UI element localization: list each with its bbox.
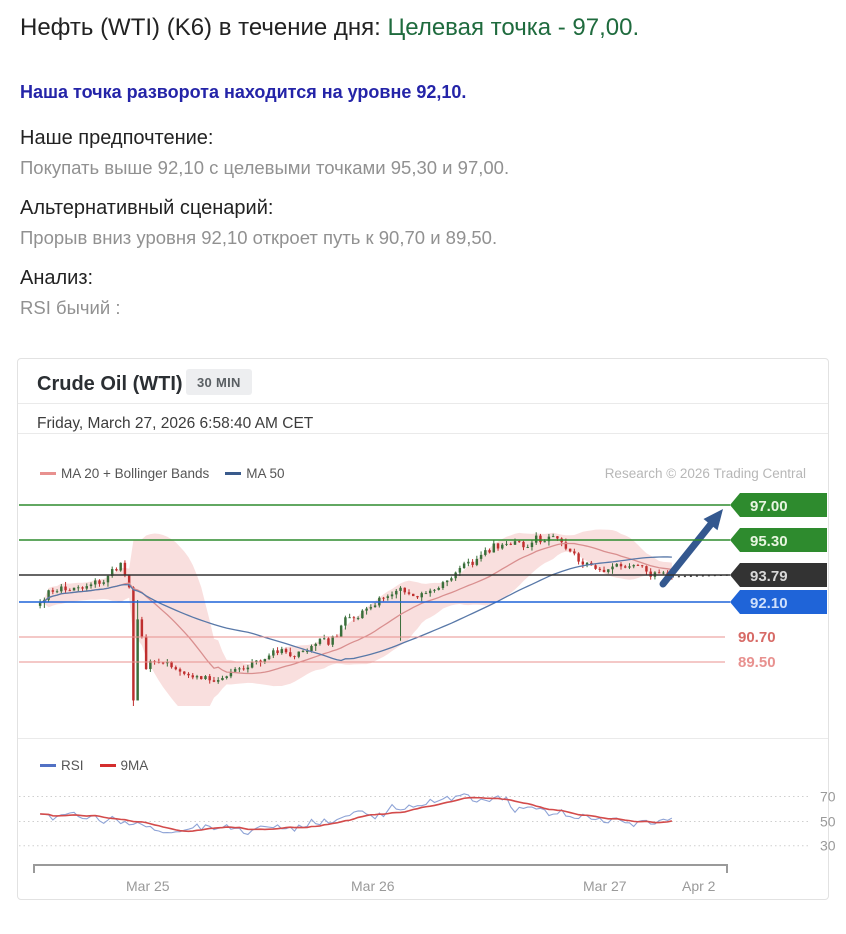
svg-text:50: 50 <box>820 814 836 830</box>
svg-text:92.10: 92.10 <box>750 595 788 612</box>
svg-text:30: 30 <box>820 838 836 854</box>
svg-text:93.79: 93.79 <box>750 568 788 585</box>
svg-text:89.50: 89.50 <box>738 654 776 671</box>
svg-text:90.70: 90.70 <box>738 629 776 646</box>
svg-text:95.30: 95.30 <box>750 533 788 550</box>
svg-text:97.00: 97.00 <box>750 498 788 515</box>
svg-text:70: 70 <box>820 789 836 805</box>
